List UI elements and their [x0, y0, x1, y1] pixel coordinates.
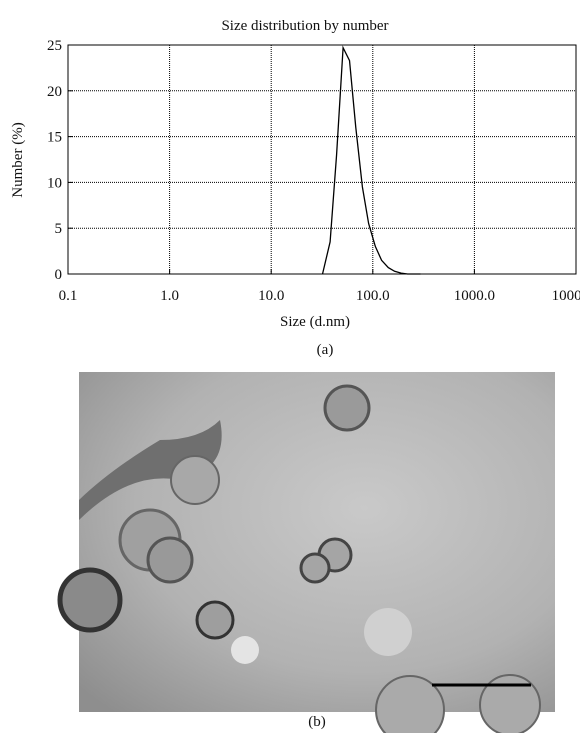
y-tick-label: 25 — [47, 38, 62, 54]
x-tick-label: 0.1 — [59, 288, 78, 304]
particle — [146, 536, 194, 584]
particle — [57, 567, 123, 633]
x-axis-label: Size (d.nm) — [280, 314, 350, 330]
particle — [375, 675, 445, 738]
particle — [299, 552, 331, 584]
y-axis-label: Number (%) — [10, 122, 26, 197]
y-tick-label: 15 — [47, 130, 62, 146]
particle — [231, 636, 259, 664]
y-tick-label: 20 — [47, 84, 62, 100]
x-tick-label: 100.0 — [356, 288, 390, 304]
particle — [170, 455, 220, 505]
caption: (b) — [308, 714, 326, 730]
chart-title: Size distribution by number — [221, 18, 388, 34]
caption: (a) — [317, 342, 334, 358]
micrograph — [57, 372, 555, 738]
particle — [195, 600, 235, 640]
y-tick-label: 5 — [55, 221, 63, 237]
x-tick-label: 10.0 — [258, 288, 284, 304]
x-tick-label: 1.0 — [160, 288, 179, 304]
y-tick-label: 10 — [47, 175, 62, 191]
plot-frame — [67, 44, 577, 275]
y-tick-label: 0 — [55, 267, 63, 283]
data-line — [321, 45, 421, 275]
particle — [364, 608, 412, 656]
x-tick-label: 10000.0 — [552, 288, 580, 304]
x-tick-label: 1000.0 — [454, 288, 495, 304]
particle — [323, 384, 371, 432]
dark-region — [79, 420, 222, 520]
